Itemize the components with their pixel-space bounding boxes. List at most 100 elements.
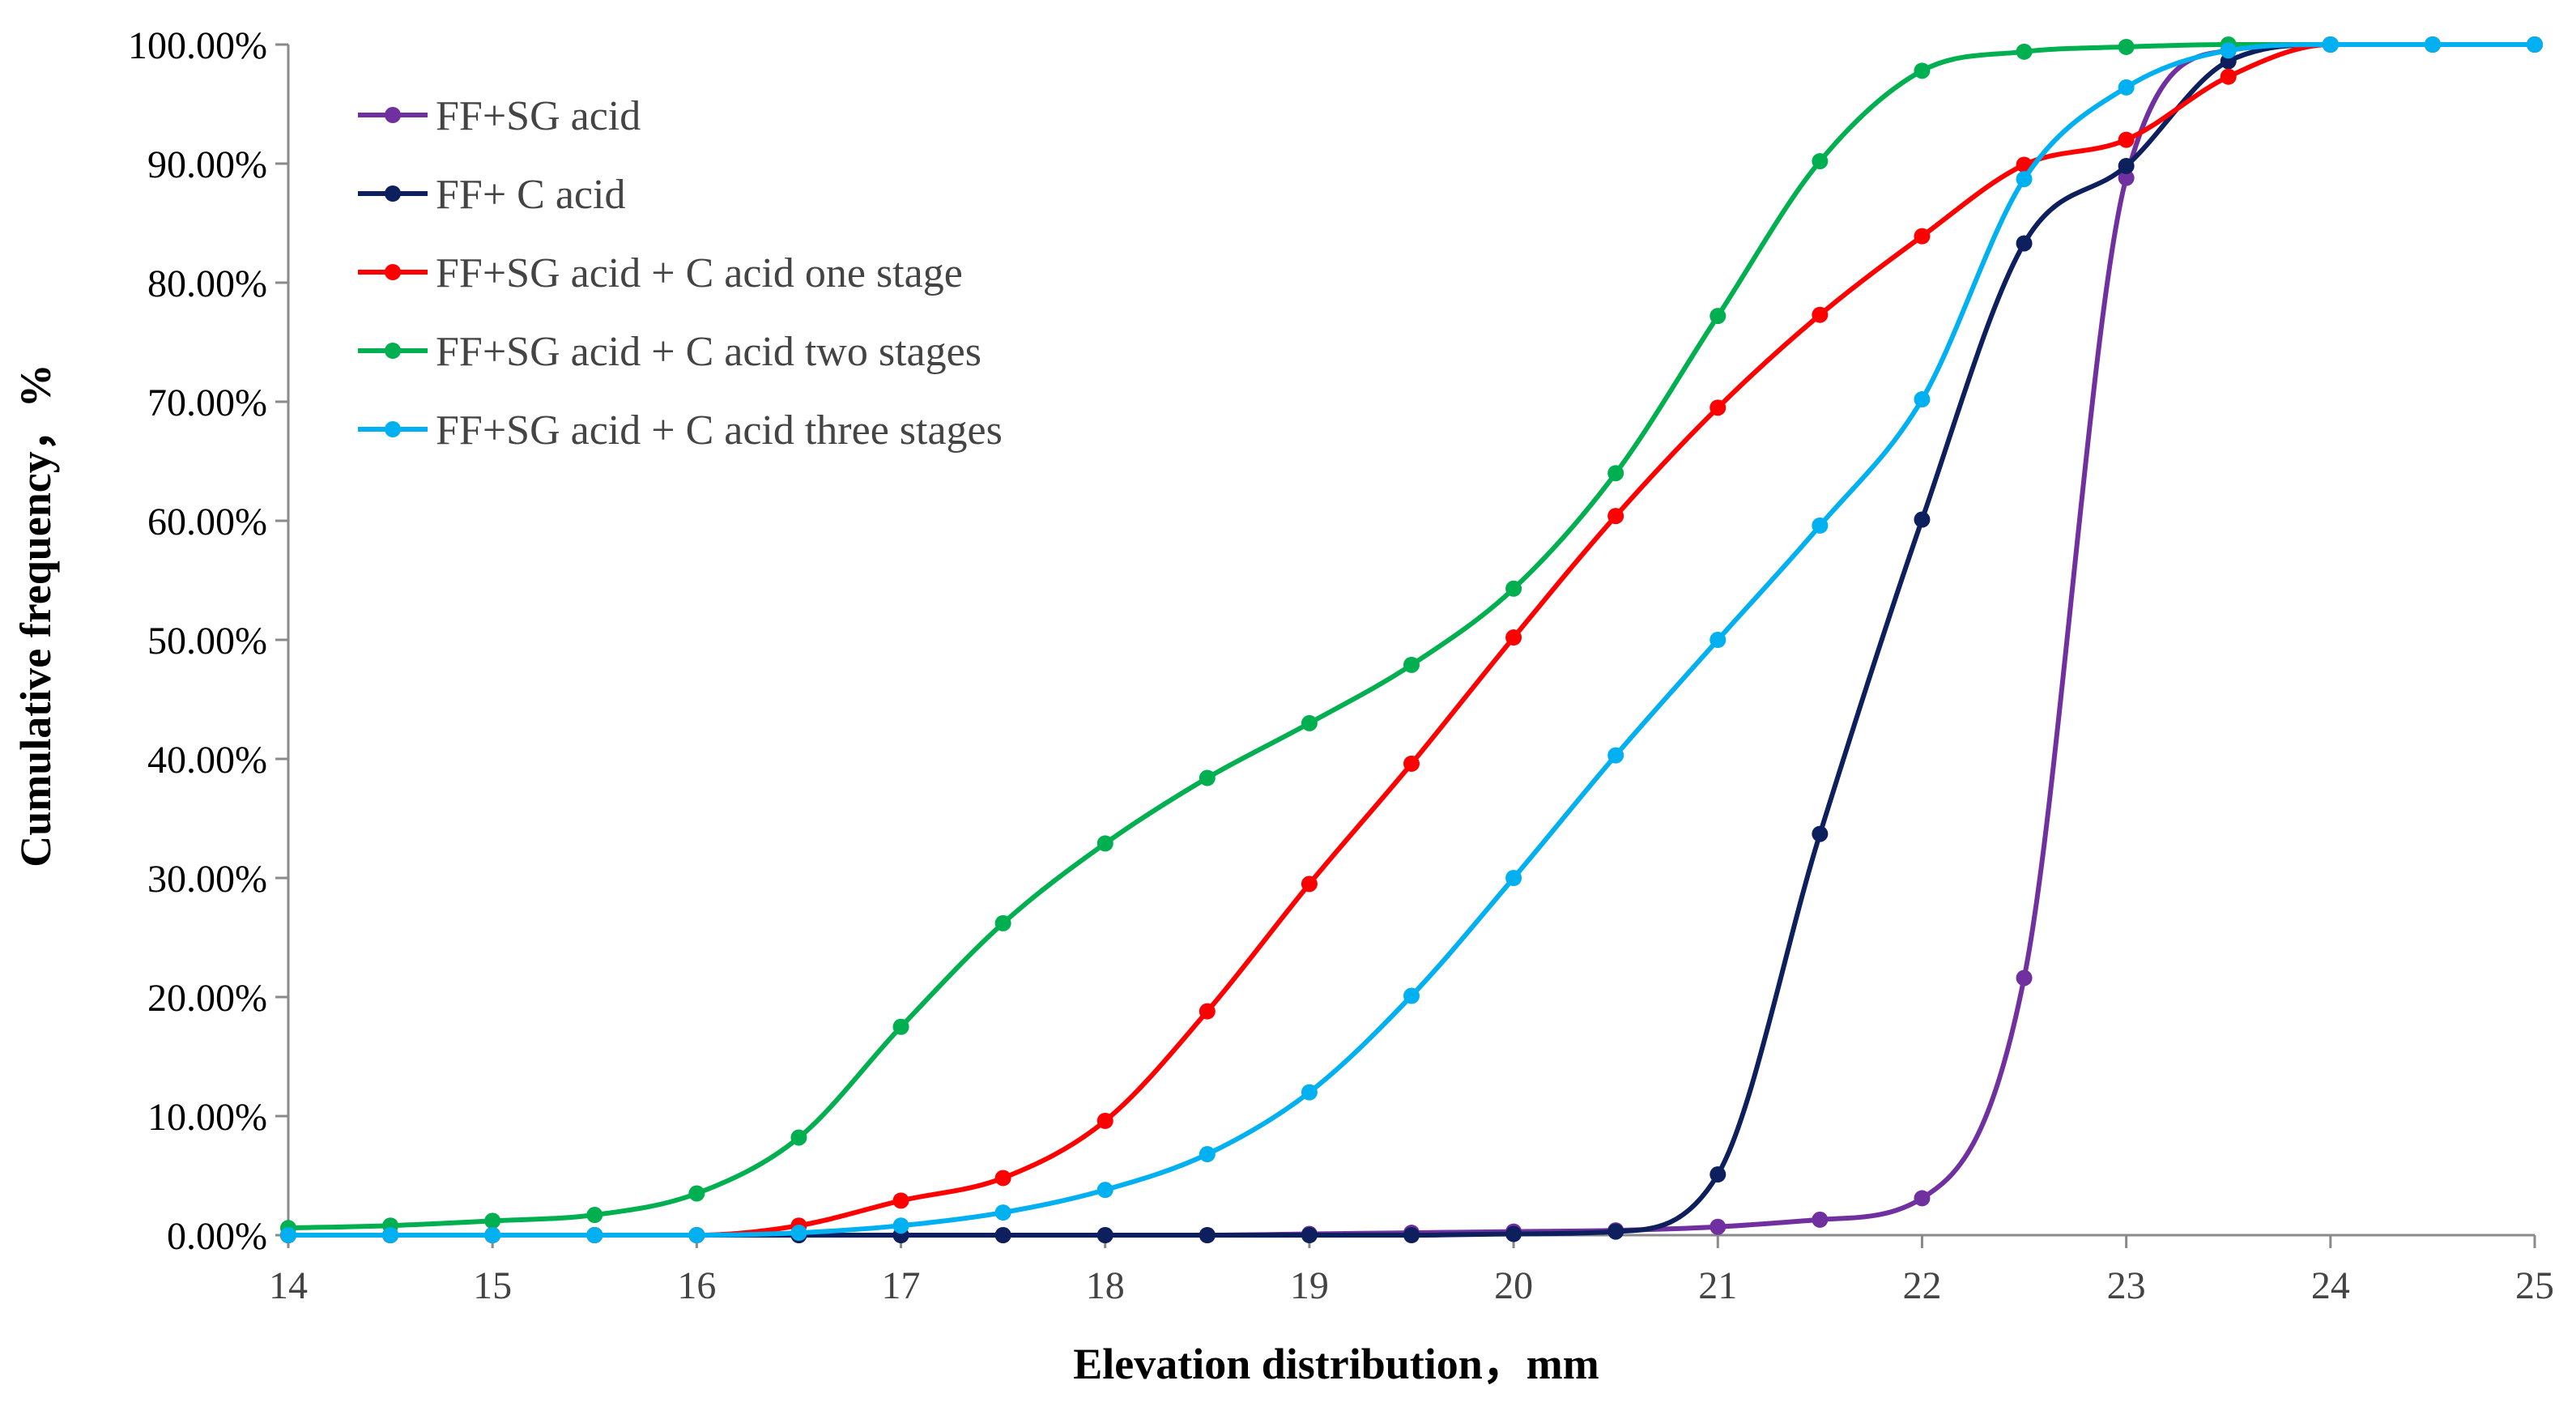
legend-label: FF+SG acid + C acid one stage [436,250,963,296]
y-tick-label: 40.00% [147,739,267,782]
data-point [994,1227,1011,1243]
legend-label: FF+SG acid + C acid two stages [436,329,981,375]
data-point [1914,228,1931,245]
data-point [688,1227,705,1243]
data-point [994,1170,1011,1187]
x-tick-label: 24 [2311,1264,2350,1307]
x-tick-label: 20 [1494,1264,1533,1307]
data-point [1199,1003,1216,1020]
data-point [1812,1211,1829,1228]
data-point [1914,62,1931,79]
data-point [1199,769,1216,786]
data-point [2118,169,2135,186]
legend-swatch-marker [385,185,401,202]
x-tick-label: 16 [677,1264,716,1307]
data-point [1710,399,1727,416]
data-point [586,1207,603,1224]
chart-axes [287,45,2535,1237]
data-point [1301,876,1318,893]
x-axis-title: Elevation distribution，mm [1073,1340,1599,1388]
data-point [2424,36,2441,53]
x-tick-label: 17 [882,1264,921,1307]
data-point [1607,1223,1624,1240]
y-tick-label: 90.00% [147,143,267,186]
y-tick-label: 70.00% [147,381,267,424]
data-point [790,1129,807,1146]
data-point [1914,511,1931,528]
data-point [1096,1227,1113,1243]
data-point [1403,1227,1420,1243]
series-line [287,41,2535,1231]
data-point [1301,1084,1318,1101]
y-tick-label: 30.00% [147,858,267,901]
data-point [1812,153,1829,170]
series-line [287,41,2535,1238]
data-point [1812,306,1829,323]
legend-entry: FF+SG acid + C acid two stages [358,329,981,375]
data-point [1607,465,1624,482]
data-point [2527,36,2543,53]
x-tick-label: 25 [2515,1264,2554,1307]
y-axis-ticks: 0.00% 10.00% 20.00% 30.00% 40.00% 50.00% 60.00… [128,24,288,1258]
y-tick-label: 20.00% [147,977,267,1020]
y-tick-label: 10.00% [147,1096,267,1139]
x-tick-label: 23 [2107,1264,2146,1307]
data-point [586,1227,603,1243]
data-point [994,914,1011,931]
data-point [1812,517,1829,534]
x-tick-label: 21 [1698,1264,1737,1307]
data-point [1403,755,1420,772]
data-point [1301,714,1318,731]
data-point [2322,36,2339,53]
legend-label: FF+SG acid [436,93,641,139]
data-point [892,1217,909,1234]
y-tick-label: 0.00% [167,1215,267,1258]
data-point [1710,632,1727,648]
legend-entry: FF+SG acid [358,93,641,139]
y-tick-label: 80.00% [147,262,267,305]
data-point [1199,1227,1216,1243]
series-line [287,41,2535,1238]
series-line [287,41,2535,1238]
legend-swatch-marker [385,264,401,280]
data-point [1505,580,1522,597]
legend-entry: FF+ C acid [358,172,625,218]
legend-entry: FF+SG acid + C acid one stage [358,250,963,296]
x-tick-label: 15 [473,1264,512,1307]
data-point [2016,235,2033,252]
data-point [1607,747,1624,764]
data-point [2118,79,2135,96]
legend-entry: FF+SG acid + C acid three stages [358,407,1003,454]
x-tick-label: 22 [1902,1264,1941,1307]
legend-label: FF+SG acid + C acid three stages [436,407,1003,454]
legend-swatch-marker [385,343,401,359]
data-point [1505,870,1522,886]
y-tick-label: 50.00% [147,620,267,663]
data-point [2118,38,2135,55]
data-point [2118,131,2135,148]
x-axis-ticks: 14 15 16 17 18 19 20 21 22 23 24 25 [269,1235,2554,1307]
data-point [1301,1227,1318,1243]
legend-swatch-marker [385,107,401,123]
data-point [1199,1146,1216,1163]
data-point [484,1212,501,1229]
data-point [484,1227,501,1243]
y-tick-label: 60.00% [147,501,267,543]
data-point [2220,68,2237,85]
data-point [1914,1190,1931,1207]
data-point [994,1204,1011,1221]
data-point [1505,629,1522,646]
x-tick-label: 18 [1086,1264,1125,1307]
data-point [1096,1112,1113,1129]
x-tick-label: 14 [269,1264,308,1307]
y-tick-label: 100.00% [128,24,267,67]
data-point [1403,656,1420,673]
data-point [688,1185,705,1202]
data-point [892,1192,909,1209]
data-point [280,1227,296,1243]
x-tick-label: 19 [1290,1264,1329,1307]
chart-series [280,36,2543,1243]
data-point [1096,1182,1113,1199]
data-point [1812,825,1829,842]
